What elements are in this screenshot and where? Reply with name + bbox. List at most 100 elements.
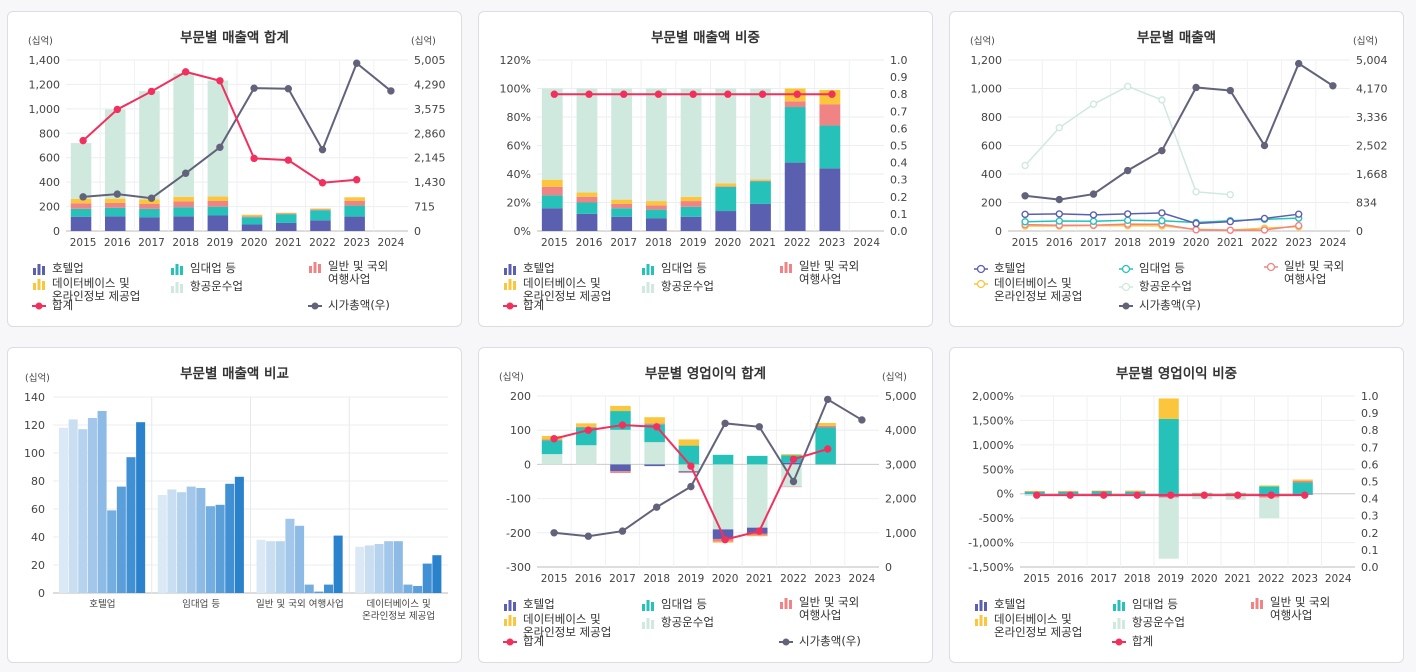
legend-mcap[interactable]: 시가총액(우) [1119,299,1201,312]
y-tick-label: 100 [510,424,531,437]
bar-segment [139,204,160,209]
line-marker-icon [1264,262,1278,272]
bar-segment [1024,491,1045,492]
y2-tick-label: 1.0 [890,54,908,67]
y2-tick-label: 0.3 [1361,510,1379,523]
bar-segment [173,196,194,202]
legend-mcap[interactable]: 시가총액(우) [779,635,861,648]
legend-rental[interactable]: 임대업 등 [1119,262,1185,275]
legend-label: 호텔업 [994,261,1026,275]
data-point [1260,214,1269,223]
legend-label: 합계 [523,298,545,312]
data-point [654,90,663,98]
legend-rental[interactable]: 임대업 등 [641,598,707,611]
bar [323,584,334,593]
legend-data[interactable]: 데이터베이스 및 온라인정보 제공업 [974,613,1082,639]
data-point [585,90,593,98]
bar-segment [611,199,633,204]
bar-segment [750,88,771,180]
x-tick-label: 2021 [275,237,302,249]
y-tick-label: 20 [31,559,45,572]
legend-data[interactable]: 데이터베이스 및 온라인정보 제공업 [503,613,611,639]
chart-plot: -300 -200 -100 0 100 200 0 1,000 2,000 3,000 4,000… [499,371,917,585]
y2-tick-label: 4,170 [1356,83,1388,96]
legend-hotel[interactable]: 호텔업 [974,598,1026,611]
y2-tick-label: 3,336 [1356,111,1388,124]
legend-rental[interactable]: 임대업 등 [1112,598,1178,611]
y-tick-label: 100 [24,447,45,460]
legend-travel[interactable]: 일반 및 국외 여행사업 [1264,260,1344,286]
y-tick-label: 600 [981,140,1002,153]
data-point [1167,491,1175,499]
x-tick-label: 2024 [853,237,880,249]
data-point [652,423,661,431]
legend-airline[interactable]: 항공운수업 [170,280,243,293]
bar-segment [1058,491,1079,493]
legend-airline[interactable]: 항공운수업 [641,616,714,629]
bar [167,489,177,593]
bar-segment [645,88,667,202]
legend-rental[interactable]: 임대업 등 [641,262,707,275]
x-tick-label: 2021 [749,237,776,249]
x-tick-label: 2018 [172,237,199,249]
legend-travel[interactable]: 일반 및 국외 여행사업 [779,596,859,622]
data-point [1089,217,1098,226]
x-tick-label: 2021 [1224,573,1251,585]
series-line [1024,62,1334,201]
bar [215,504,225,593]
legend-label: 데이터베이스 및 [52,276,130,290]
legend-total[interactable]: 합계 [503,299,544,312]
legend-data[interactable]: 데이터베이스 및 온라인정보 제공업 [974,277,1082,303]
bar [87,418,97,593]
bar [355,546,365,593]
data-point [584,426,593,434]
bar-segment [781,454,802,456]
legend-travel[interactable]: 일반 및 국외 여행사업 [1250,596,1330,622]
legend-rental[interactable]: 임대업 등 [170,262,236,275]
legend-airline[interactable]: 항공운수업 [641,280,714,293]
legend-hotel[interactable]: 호텔업 [503,598,555,611]
line-marker-icon [503,302,517,310]
bar-segment [680,216,702,231]
legend-hotel[interactable]: 호텔업 [974,262,1026,275]
legend-data[interactable]: 데이터베이스 및 온라인정보 제공업 [32,277,140,303]
legend-total[interactable]: 합계 [32,299,73,312]
legend-hotel[interactable]: 호텔업 [32,262,84,275]
legend-total[interactable]: 합계 [1112,635,1153,648]
legend-airline[interactable]: 항공운수업 [1112,616,1185,629]
bar-segment [275,212,297,214]
data-point [216,77,224,85]
chart-title: 부문별 영업이익 합계 [644,366,767,382]
y2-tick-label: 0.5 [1361,476,1379,489]
bar-segment [541,88,563,180]
bar-segment [680,201,702,207]
bar-segment [610,471,631,473]
legend-data[interactable]: 데이터베이스 및 온라인정보 제공업 [503,277,611,303]
bar-chart-icon [975,615,987,626]
bar-segment [576,88,598,193]
x-tick-label: 2016 [104,237,131,249]
legend-label: 임대업 등 [1139,261,1185,275]
bar-segment [344,200,365,206]
bar-segment [781,486,802,488]
data-point [824,445,832,453]
y2-tick-label: 0.9 [1361,407,1379,420]
legend-travel[interactable]: 일반 및 국외 여행사업 [308,260,388,286]
legend-label: 일반 및 국외 [1270,595,1331,609]
x-tick-label: 2023 [1291,573,1318,585]
bar-segment [173,201,194,208]
bar-segment [70,208,92,217]
y-tick-label: 1,000 [29,103,61,116]
legend-travel[interactable]: 일반 및 국외 여행사업 [779,260,859,286]
data-point [79,136,87,145]
bar [413,586,423,593]
legend-hotel[interactable]: 호텔업 [503,262,555,275]
y2-axis-unit: (십억) [1353,35,1378,47]
legend-airline[interactable]: 항공운수업 [1119,280,1192,293]
data-point [181,169,190,177]
legend-label: 일반 및 국외 [799,259,860,273]
data-point [620,90,628,98]
legend-label: 항공운수업 [190,279,243,293]
legend-mcap[interactable]: 시가총액(우) [308,299,390,312]
legend-total[interactable]: 합계 [503,635,544,648]
